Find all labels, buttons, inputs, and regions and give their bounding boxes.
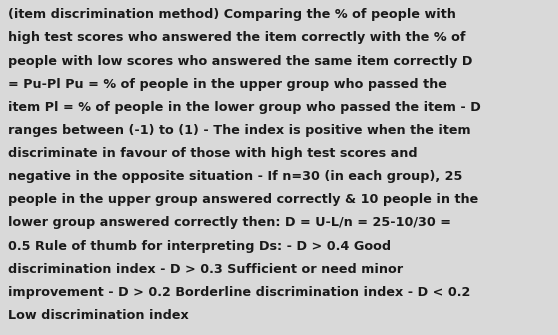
Text: item Pl = % of people in the lower group who passed the item - D: item Pl = % of people in the lower group…	[8, 101, 481, 114]
Text: improvement - D > 0.2 Borderline discrimination index - D < 0.2: improvement - D > 0.2 Borderline discrim…	[8, 286, 471, 299]
Text: lower group answered correctly then: D = U-L/n = 25-10/30 =: lower group answered correctly then: D =…	[8, 216, 451, 229]
Text: 0.5 Rule of thumb for interpreting Ds: - D > 0.4 Good: 0.5 Rule of thumb for interpreting Ds: -…	[8, 240, 392, 253]
Text: people in the upper group answered correctly & 10 people in the: people in the upper group answered corre…	[8, 193, 479, 206]
Text: ranges between (-1) to (1) - The index is positive when the item: ranges between (-1) to (1) - The index i…	[8, 124, 471, 137]
Text: (item discrimination method) Comparing the % of people with: (item discrimination method) Comparing t…	[8, 8, 456, 21]
Text: discrimination index - D > 0.3 Sufficient or need minor: discrimination index - D > 0.3 Sufficien…	[8, 263, 403, 276]
Text: Low discrimination index: Low discrimination index	[8, 309, 189, 322]
Text: discriminate in favour of those with high test scores and: discriminate in favour of those with hig…	[8, 147, 418, 160]
Text: high test scores who answered the item correctly with the % of: high test scores who answered the item c…	[8, 31, 466, 45]
Text: = Pu-Pl Pu = % of people in the upper group who passed the: = Pu-Pl Pu = % of people in the upper gr…	[8, 78, 448, 91]
Text: negative in the opposite situation - If n=30 (in each group), 25: negative in the opposite situation - If …	[8, 170, 463, 183]
Text: people with low scores who answered the same item correctly D: people with low scores who answered the …	[8, 55, 473, 68]
